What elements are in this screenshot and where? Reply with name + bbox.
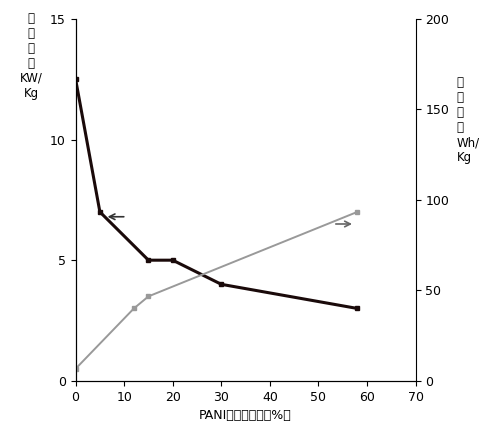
X-axis label: PANI质量百分数（%）: PANI质量百分数（%） <box>199 409 292 422</box>
Y-axis label: 功
率
密
度
KW/
Kg: 功 率 密 度 KW/ Kg <box>20 12 43 100</box>
Y-axis label: 能
量
密
度
Wh/
Kg: 能 量 密 度 Wh/ Kg <box>457 76 480 164</box>
